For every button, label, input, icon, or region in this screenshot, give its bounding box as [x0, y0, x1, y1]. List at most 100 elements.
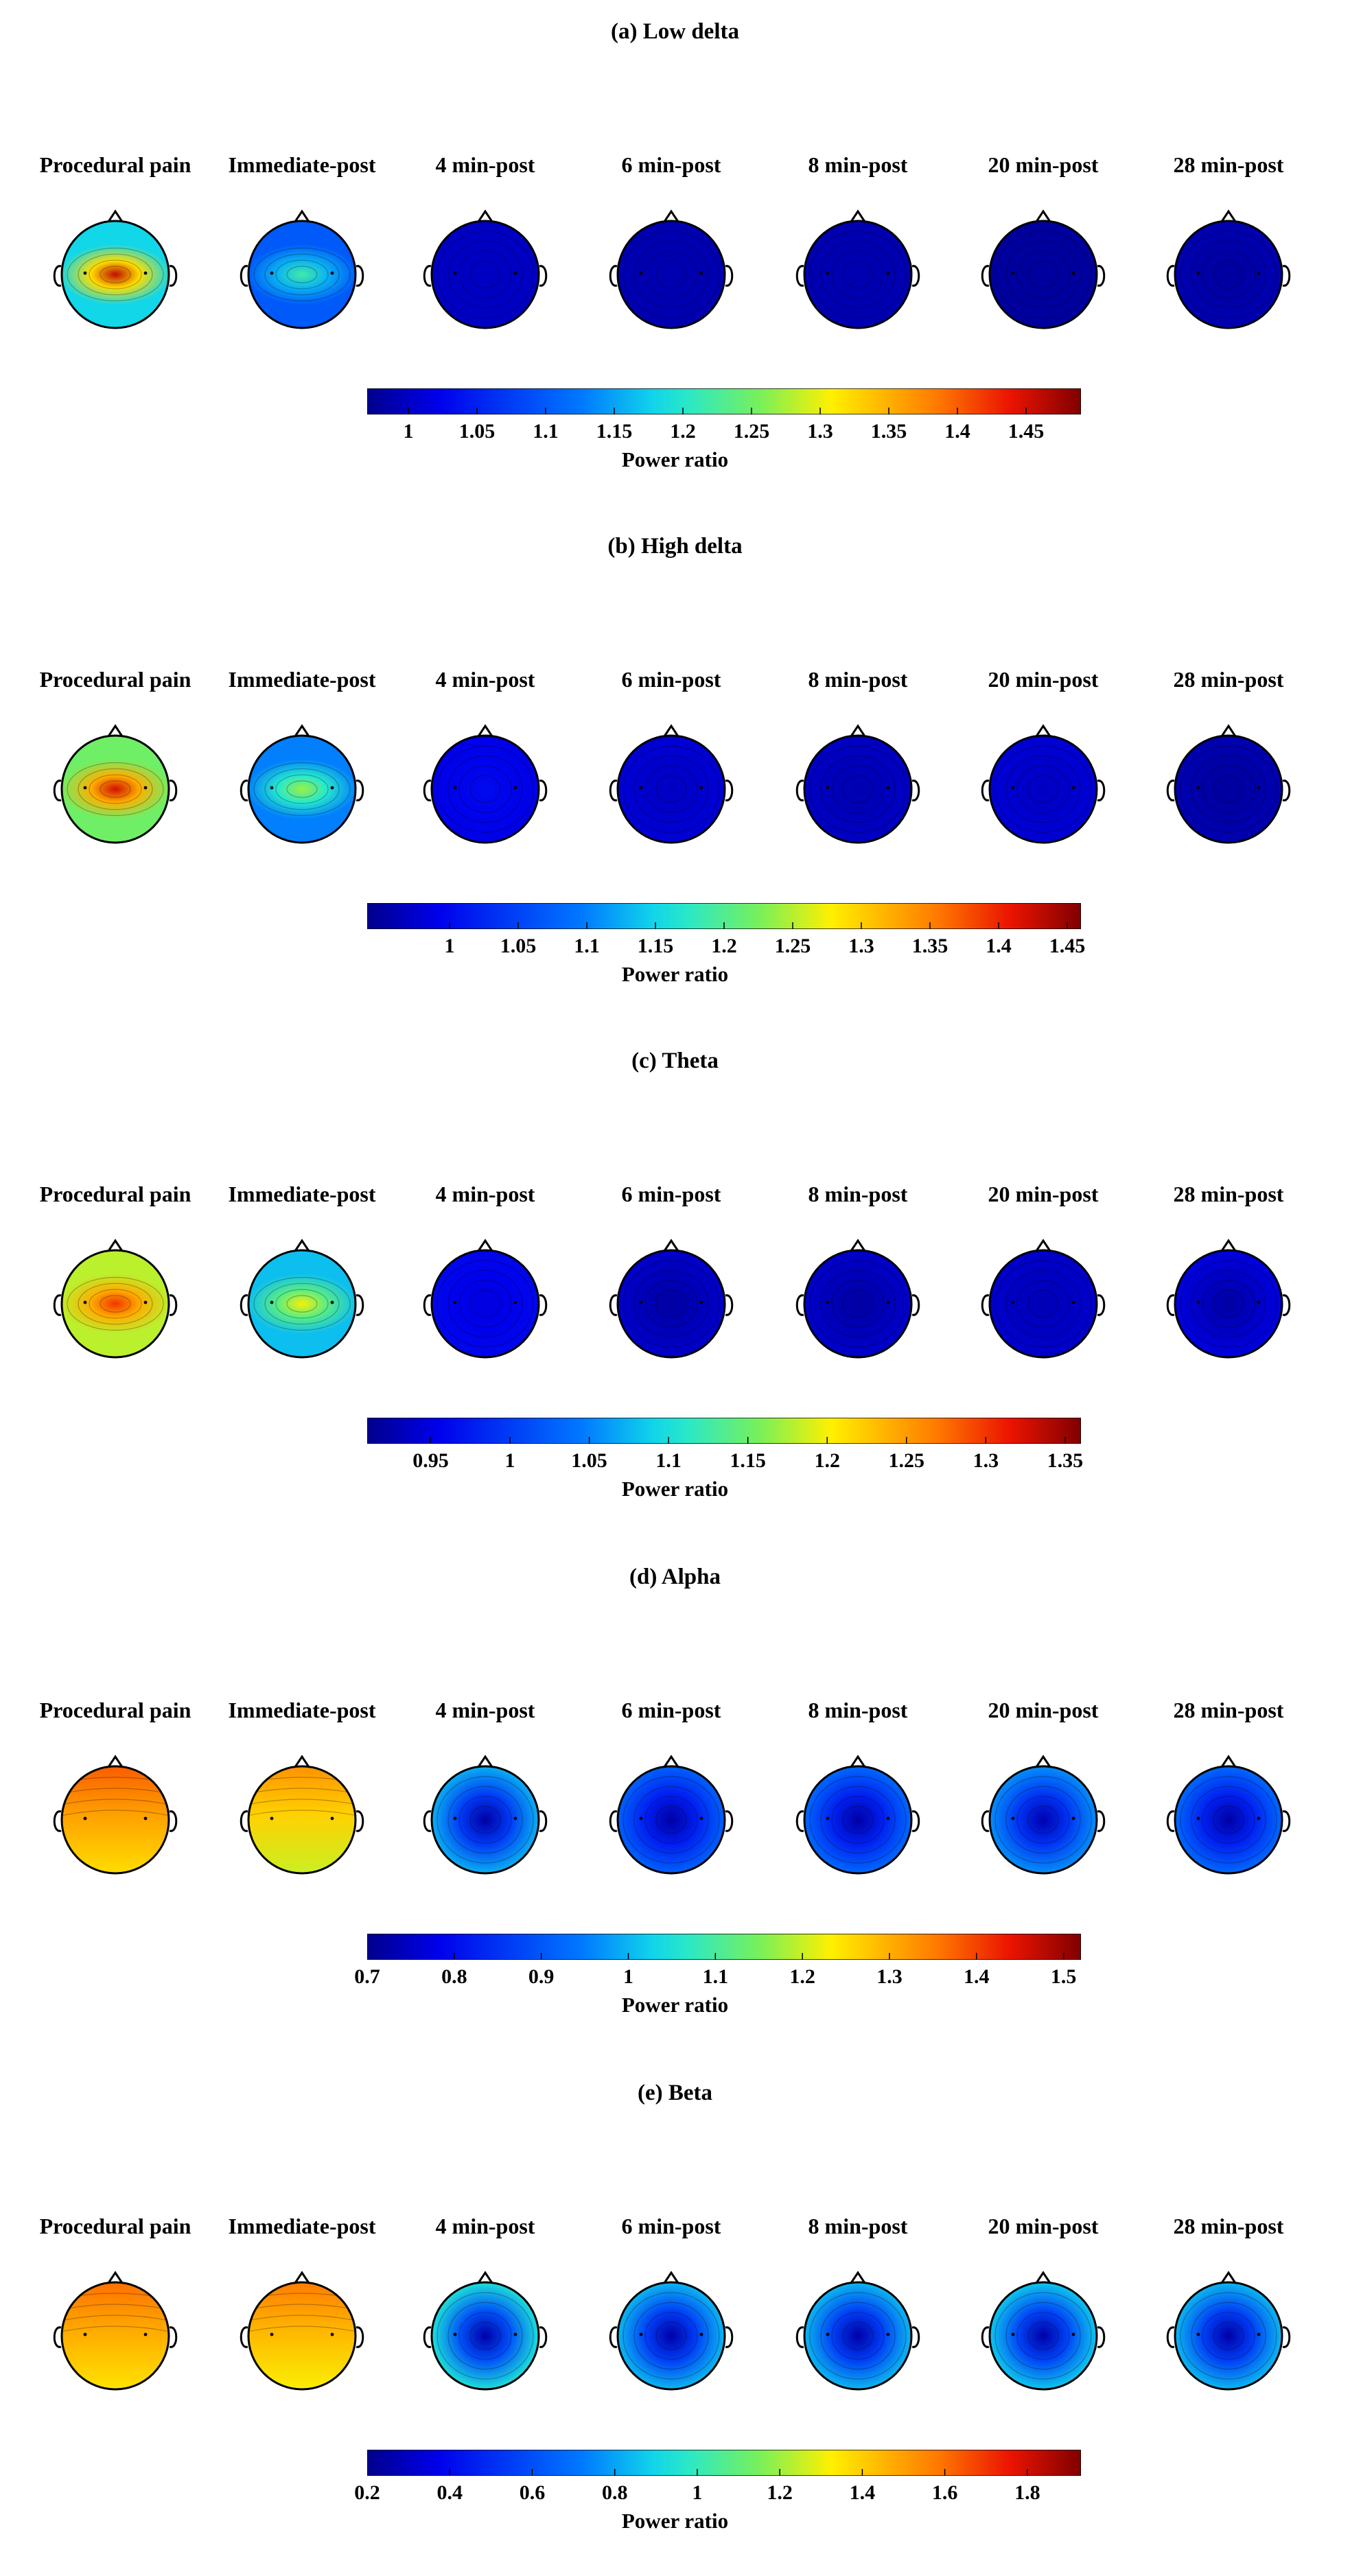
left-ear [53, 2326, 62, 2348]
electrode-marker [1011, 1816, 1015, 1820]
colorbar-tick-label: 1.15 [637, 935, 674, 957]
power-map [990, 1250, 1097, 1357]
right-ear [1282, 265, 1291, 287]
panel-3: (d) Alpha Procedural pain Immediate-post 4 … [0, 1545, 1350, 2060]
colorbar-label: Power ratio [621, 2509, 729, 2533]
right-ear [911, 780, 920, 801]
nose [850, 1239, 866, 1252]
scalp-topomap [1166, 2271, 1291, 2391]
head-outline [616, 1765, 726, 1875]
power-map [804, 1766, 911, 1873]
electrode-marker [1196, 271, 1200, 275]
power-map [804, 221, 911, 328]
contour-lines [253, 247, 351, 302]
power-map [618, 1766, 725, 1873]
nose [477, 2271, 493, 2284]
electrode-marker [1071, 1300, 1075, 1304]
nose [663, 2271, 679, 2284]
electrode-marker [699, 786, 703, 790]
left-ear [609, 1294, 618, 1316]
electrode-marker [1071, 1816, 1075, 1820]
electrode-marker [453, 271, 457, 275]
left-ear [981, 780, 990, 801]
colorbar-tick-label: 0.9 [528, 1965, 555, 1988]
contour-lines [622, 745, 720, 833]
electrode-marker [270, 1300, 274, 1304]
right-ear [169, 1810, 178, 1832]
condition-label: 28 min-post [1173, 667, 1284, 692]
left-ear [423, 1294, 432, 1316]
nose [1035, 2271, 1051, 2284]
condition-label: 6 min-post [621, 152, 721, 177]
scalp-topomap [240, 1239, 364, 1359]
condition-label: 8 min-post [808, 667, 908, 692]
colorbar-tick-label: 1.35 [870, 420, 907, 443]
electrode-marker [1071, 2332, 1075, 2337]
electrode-marker [330, 1816, 334, 1820]
electrode-marker [83, 1300, 87, 1304]
electrode-marker [1257, 271, 1261, 275]
right-ear [1097, 780, 1106, 801]
electrode-marker [143, 1300, 148, 1304]
head-outline [803, 1249, 913, 1359]
right-ear [539, 780, 548, 801]
condition-label: 20 min-post [988, 152, 1099, 177]
right-ear [1097, 1294, 1106, 1316]
right-ear [356, 1810, 364, 1832]
electrode-marker [886, 786, 890, 790]
scalp-topomap [609, 209, 734, 329]
left-ear [795, 780, 804, 801]
electrode-marker [270, 2332, 274, 2337]
electrode-marker [886, 271, 890, 275]
electrode-marker [270, 786, 274, 790]
head-outline [803, 734, 913, 844]
electrode-marker [886, 2332, 890, 2337]
head-outline [1174, 220, 1283, 329]
head-outline [247, 220, 357, 329]
panel-title: (c) Theta [631, 1049, 719, 1073]
head-outline [430, 2281, 540, 2391]
colorbar-tick-label: 1.15 [730, 1449, 766, 1472]
panel-1: (b) High delta Procedural pain Immediate-p… [0, 515, 1350, 1029]
panel-title: (a) Low delta [611, 19, 739, 44]
contour-lines [437, 1776, 534, 1864]
condition-label: 4 min-post [435, 1698, 535, 1722]
colorbar-tick-label: 1 [403, 420, 414, 443]
power-map [432, 2282, 539, 2389]
colorbar-tick-label: 1.4 [944, 420, 970, 443]
nose [477, 1239, 493, 1252]
colorbar-tick-label: 1.8 [1014, 2481, 1040, 2504]
electrode-marker [1257, 1300, 1261, 1304]
panel-title: (b) High delta [607, 534, 743, 559]
condition-label: 28 min-post [1173, 1698, 1284, 1722]
left-ear [240, 1294, 248, 1316]
electrode-marker [639, 1300, 643, 1304]
electrode-marker [143, 271, 148, 275]
head-outline [430, 1249, 540, 1359]
scalp-topomap [795, 2271, 920, 2391]
electrode-marker [513, 271, 517, 275]
scalp-topomap [981, 2271, 1106, 2391]
condition-label: 8 min-post [808, 1698, 908, 1722]
colorbar-tick-label: 0.2 [354, 2481, 380, 2504]
colorbar-tick-label: 1.4 [964, 1965, 990, 1988]
colorbar [367, 1418, 1081, 1444]
panel-title: (d) Alpha [629, 1565, 721, 1589]
head-outline [247, 2281, 357, 2391]
scalp-topomap [795, 1755, 920, 1875]
electrode-marker [453, 1816, 457, 1820]
scalp-topomap [240, 1755, 364, 1875]
right-ear [169, 780, 178, 801]
right-ear [725, 2326, 734, 2348]
colorbar-tick-label: 1.35 [911, 935, 949, 957]
nose [477, 1755, 493, 1768]
left-ear [981, 265, 990, 287]
head-outline [60, 734, 170, 844]
panel-2: (c) Theta Procedural pain Immediate-post 4 … [0, 1029, 1350, 1544]
nose [294, 2271, 310, 2284]
condition-label: Immediate-post [228, 152, 376, 177]
head-outline [60, 1249, 170, 1359]
scalp-topomap [53, 2271, 178, 2391]
head-outline [988, 1249, 1098, 1359]
